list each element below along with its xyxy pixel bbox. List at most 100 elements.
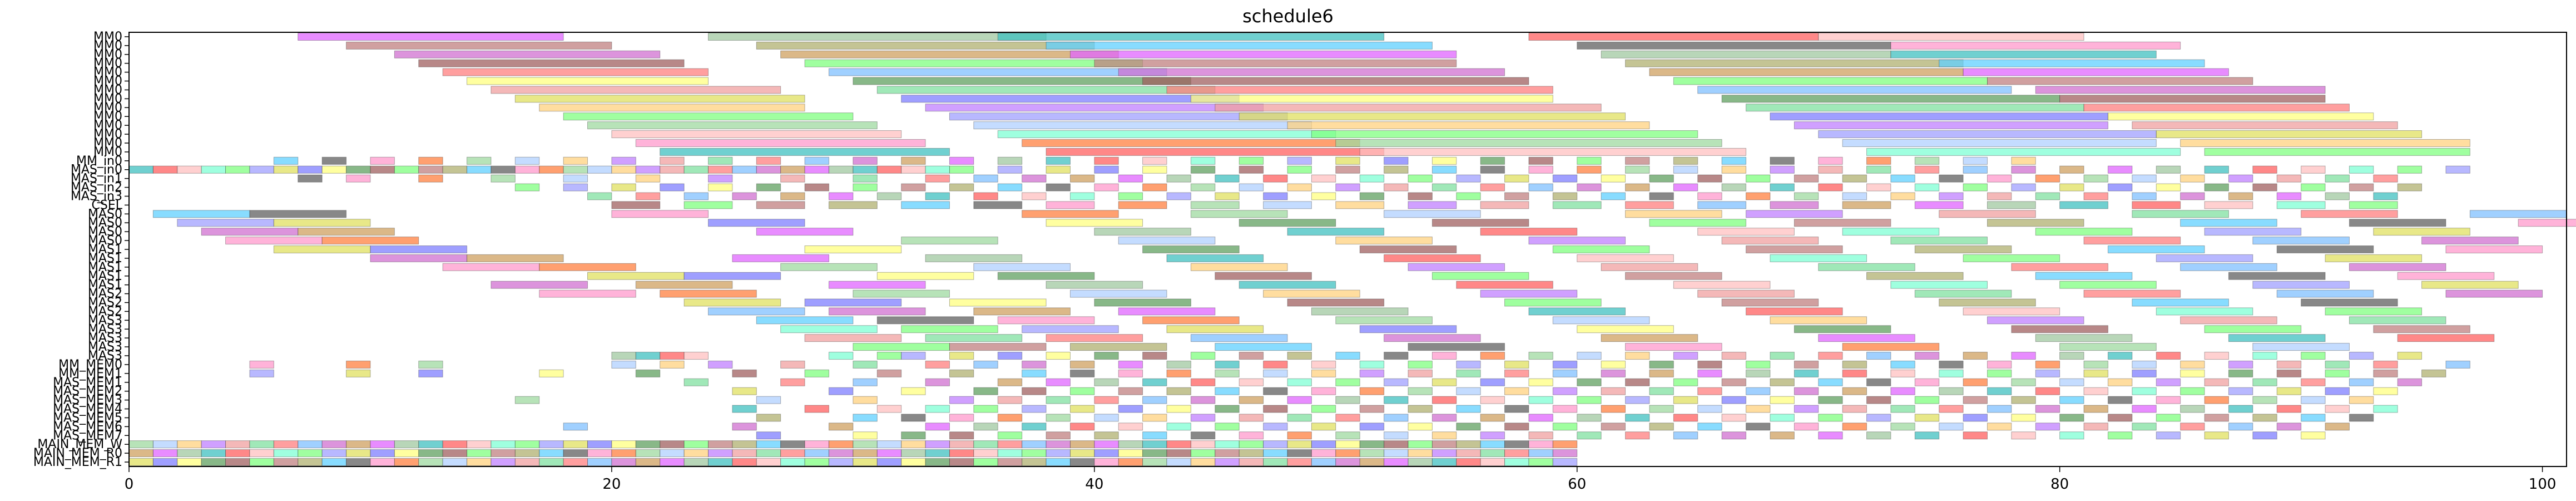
gantt-bar	[1142, 183, 1167, 191]
gantt-bar	[1190, 156, 1216, 165]
gantt-bar	[1239, 378, 1264, 386]
gantt-bar	[1094, 414, 1119, 422]
y-tick-label: MAS_MEM2	[53, 385, 122, 399]
gantt-bar	[2228, 369, 2253, 377]
gantt-bar	[1818, 165, 1843, 174]
gantt-bar	[1408, 343, 1505, 351]
gantt-bar	[2325, 387, 2350, 395]
gantt-bar	[828, 351, 854, 360]
gantt-bar	[1359, 192, 1385, 200]
gantt-bar	[2132, 298, 2229, 307]
gantt-bar	[828, 440, 854, 449]
gantt-bar	[1504, 192, 1529, 200]
gantt-bar	[1142, 449, 1167, 458]
y-tick-label: MAS_MEM3	[53, 394, 122, 407]
gantt-bar	[2445, 165, 2470, 174]
gantt-bar	[973, 174, 998, 183]
gantt-bar	[418, 369, 443, 377]
gantt-bar	[660, 289, 757, 298]
y-tick-label: MAS_MEM6	[53, 420, 122, 434]
gantt-bar	[1166, 192, 1191, 200]
gantt-bar	[1625, 431, 1650, 440]
gantt-bar	[1480, 431, 1505, 440]
gantt-bar	[804, 369, 829, 377]
gantt-bar	[2180, 360, 2205, 369]
gantt-bar	[2276, 289, 2374, 298]
gantt-bar	[2421, 369, 2446, 377]
gantt-bar	[321, 237, 419, 245]
gantt-bar	[2107, 351, 2133, 360]
gantt-bar	[298, 32, 564, 41]
gantt-bar	[2180, 174, 2205, 183]
gantt-bar	[539, 458, 564, 466]
gantt-bar	[1069, 192, 1095, 200]
gantt-bar	[683, 458, 709, 466]
gantt-bar	[1528, 237, 1626, 245]
y-tick-label: MAS2	[88, 304, 122, 318]
gantt-bar	[1359, 449, 1385, 458]
gantt-bar	[2083, 237, 2181, 245]
gantt-bar	[1118, 360, 1143, 369]
gantt-bar	[1069, 405, 1095, 413]
gantt-bar	[1022, 405, 1047, 413]
gantt-bar	[1239, 281, 1336, 289]
gantt-bar	[1528, 183, 1553, 191]
gantt-bar	[876, 458, 902, 466]
gantt-bar	[370, 245, 468, 254]
gantt-bar	[1963, 378, 1988, 386]
gantt-bar	[2035, 334, 2133, 342]
gantt-bar	[1625, 165, 1650, 174]
gantt-bar	[1359, 245, 1457, 254]
gantt-bar	[539, 369, 564, 377]
gantt-bar	[1770, 351, 1795, 360]
gantt-bar	[2228, 334, 2326, 342]
gantt-bar	[1721, 237, 1819, 245]
gantt-bar	[2180, 263, 2277, 271]
gantt-bar	[1408, 423, 1433, 431]
gantt-bar	[1963, 396, 1988, 404]
gantt-bar	[1987, 219, 2084, 227]
gantt-bar	[1890, 405, 1915, 413]
gantt-bar	[394, 165, 419, 174]
gantt-bar	[1118, 307, 1216, 316]
gantt-bar	[2156, 254, 2253, 262]
gantt-bar	[2397, 183, 2423, 191]
gantt-bar	[2156, 130, 2423, 139]
gantt-bar	[1311, 369, 1336, 377]
gantt-bar	[2011, 431, 2036, 440]
gantt-bar	[1046, 378, 1071, 386]
gantt-bar	[563, 458, 588, 466]
gantt-bar	[2276, 360, 2302, 369]
gantt-bar	[1046, 396, 1071, 404]
gantt-bar	[1504, 405, 1529, 413]
gantt-bar	[2421, 237, 2519, 245]
gantt-bar	[804, 156, 829, 165]
gantt-bar	[1746, 307, 1843, 316]
gantt-bar	[683, 272, 781, 280]
gantt-bar	[1625, 59, 1964, 67]
gantt-bar	[1697, 201, 1747, 209]
gantt-bar	[1384, 156, 1409, 165]
gantt-bar	[780, 440, 805, 449]
gantt-bar	[442, 440, 468, 449]
gantt-bar	[1094, 59, 1457, 67]
gantt-bar	[249, 369, 274, 377]
gantt-bar	[491, 174, 516, 183]
gantt-bar	[804, 458, 829, 466]
gantt-bar	[901, 351, 926, 360]
gantt-bar	[1963, 68, 2229, 76]
gantt-bar	[2180, 192, 2205, 200]
gantt-bar	[1890, 192, 1915, 200]
gantt-bar	[346, 458, 371, 466]
gantt-bar	[611, 165, 636, 174]
gantt-bar	[1094, 228, 1191, 236]
gantt-bar	[1746, 369, 1771, 377]
gantt-bar	[1963, 156, 1988, 165]
gantt-bar	[1142, 156, 1167, 165]
y-tick-label: MM0	[93, 39, 122, 53]
y-tick-label: MAS_in0	[71, 163, 122, 177]
gantt-bar	[2373, 192, 2398, 200]
y-tick-label: MM0	[93, 145, 122, 159]
gantt-bar	[1866, 351, 1891, 360]
gantt-bar	[1239, 183, 1264, 191]
